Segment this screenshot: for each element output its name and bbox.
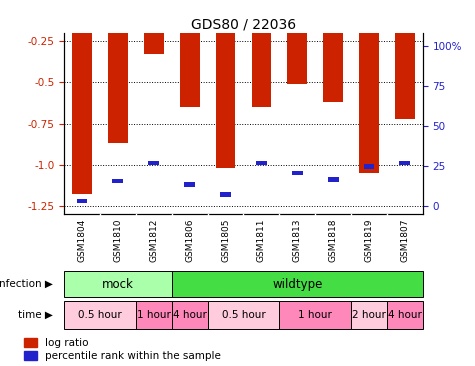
Bar — [399, 161, 410, 165]
Text: GSM1804: GSM1804 — [77, 219, 86, 262]
Bar — [76, 199, 87, 203]
Bar — [328, 177, 339, 182]
Text: 4 hour: 4 hour — [173, 310, 207, 320]
Bar — [184, 182, 195, 187]
Text: time ▶: time ▶ — [19, 310, 53, 320]
Text: mock: mock — [102, 277, 134, 291]
Text: 1 hour: 1 hour — [137, 310, 171, 320]
Bar — [64, 271, 172, 297]
Text: GSM1819: GSM1819 — [364, 219, 373, 262]
Text: 1 hour: 1 hour — [298, 310, 332, 320]
Text: GSM1812: GSM1812 — [149, 219, 158, 262]
Bar — [363, 164, 374, 169]
Bar — [351, 301, 387, 329]
Bar — [220, 192, 231, 197]
Bar — [113, 179, 124, 183]
Text: wildtype: wildtype — [272, 277, 323, 291]
Bar — [359, 0, 379, 173]
Bar — [395, 0, 415, 119]
Bar — [148, 161, 159, 165]
Text: 0.5 hour: 0.5 hour — [78, 310, 122, 320]
Text: GSM1807: GSM1807 — [400, 219, 409, 262]
Text: 0.5 hour: 0.5 hour — [221, 310, 266, 320]
Bar — [172, 271, 423, 297]
Text: GSM1818: GSM1818 — [329, 219, 338, 262]
Bar — [208, 301, 279, 329]
Bar — [144, 0, 164, 55]
Bar — [287, 0, 307, 84]
Bar — [108, 0, 128, 143]
Text: GSM1811: GSM1811 — [257, 219, 266, 262]
Bar — [216, 0, 236, 168]
Bar — [292, 171, 303, 175]
Bar — [279, 301, 351, 329]
Text: 2 hour: 2 hour — [352, 310, 386, 320]
Bar — [172, 301, 208, 329]
Bar — [251, 0, 271, 107]
Title: GDS80 / 22036: GDS80 / 22036 — [191, 18, 296, 32]
Text: GSM1813: GSM1813 — [293, 219, 302, 262]
Bar — [323, 0, 343, 102]
Bar — [256, 161, 267, 165]
Bar — [387, 301, 423, 329]
Bar — [72, 0, 92, 194]
Text: GSM1806: GSM1806 — [185, 219, 194, 262]
Legend: log ratio, percentile rank within the sample: log ratio, percentile rank within the sa… — [24, 338, 221, 361]
Bar — [136, 301, 172, 329]
Text: GSM1805: GSM1805 — [221, 219, 230, 262]
Text: GSM1810: GSM1810 — [114, 219, 123, 262]
Text: 4 hour: 4 hour — [388, 310, 422, 320]
Bar — [64, 301, 136, 329]
Bar — [180, 0, 200, 107]
Text: infection ▶: infection ▶ — [0, 279, 53, 289]
